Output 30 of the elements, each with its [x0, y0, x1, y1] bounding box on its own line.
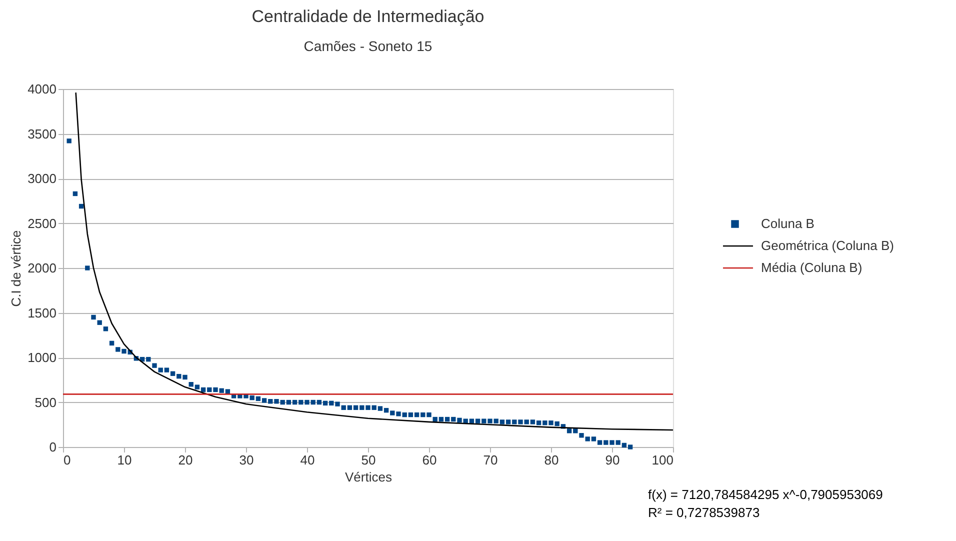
text: f(x) = 7120,784584295 x^-0,7905953069: [648, 487, 883, 502]
y-tick-label: 1500: [28, 305, 56, 320]
y-tick-label: 3500: [28, 126, 56, 142]
x-tick-label: 20: [178, 452, 193, 468]
x-tick-label: 60: [422, 452, 437, 468]
y-tick-label: 0: [49, 440, 56, 454]
x-tick-label: 100: [652, 452, 674, 468]
y-tick-label: 500: [34, 394, 56, 410]
y-tick-label: 2500: [28, 216, 56, 231]
x-axis-title: Vértices: [345, 470, 392, 484]
y-tick-label: 3000: [28, 171, 56, 186]
y-tick-label: 2000: [28, 260, 56, 276]
y-axis-title: C.I de vértice: [8, 230, 24, 307]
x-tick-label: 40: [300, 452, 315, 468]
line-series: [75, 92, 673, 431]
x-tick-label: 50: [361, 452, 376, 468]
chart-title: Centralidade de Intermediação: [252, 7, 484, 26]
x-tick-label: 10: [117, 452, 132, 468]
x-tick-label: 90: [605, 452, 620, 468]
y-tick-label: 4000: [28, 82, 56, 96]
x-tick-label: 70: [483, 452, 498, 468]
legend-label: Coluna B: [761, 216, 814, 231]
legend-label: Geométrica (Coluna B): [761, 238, 894, 253]
legend-label: Média (Coluna B): [761, 260, 862, 275]
x-tick-label: 30: [239, 452, 254, 468]
text: R² = 0,7278539873: [648, 505, 760, 520]
x-tick-label: 0: [64, 452, 71, 468]
y-tick-label: 1000: [28, 350, 56, 365]
chart-subtitle: Camões - Soneto 15: [304, 38, 432, 54]
x-tick-label: 80: [544, 452, 559, 468]
